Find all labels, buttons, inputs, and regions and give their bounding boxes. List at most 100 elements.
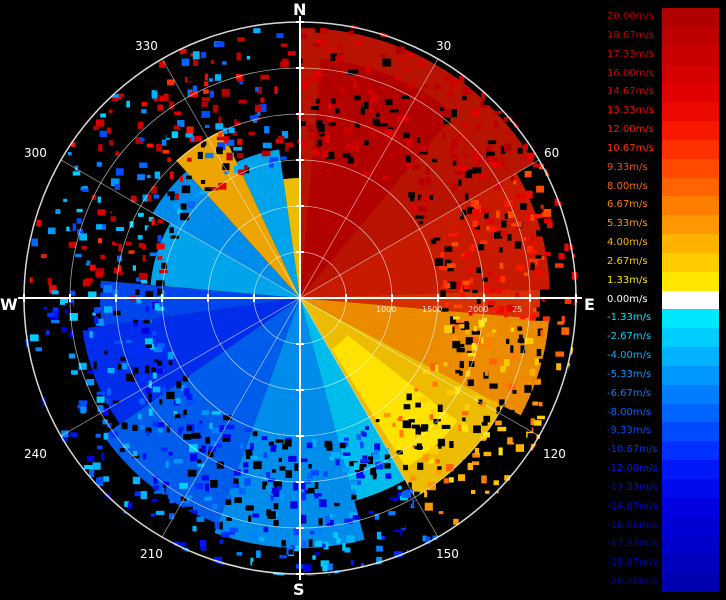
velocity-pixel (432, 485, 440, 494)
velocity-pixel (396, 444, 400, 448)
velocity-pixel (532, 401, 539, 406)
colorbar-entry: -10.67m/s (607, 441, 719, 461)
velocity-pixel (374, 443, 381, 451)
radar-velocity-plot[interactable]: 1000 1500 2000 25 (0, 0, 602, 600)
velocity-pixel (390, 153, 395, 159)
velocity-pixel (70, 223, 77, 231)
velocity-pixel (100, 452, 105, 461)
bearing-label-240: 240 (24, 447, 47, 461)
velocity-pixel (533, 423, 543, 432)
velocity-pixel (273, 520, 279, 527)
velocity-pixel (324, 563, 333, 571)
colorbar-swatch (662, 309, 719, 329)
velocity-pixel (154, 303, 160, 311)
velocity-pixel (123, 132, 131, 137)
velocity-pixel (384, 129, 393, 137)
velocity-pixel (69, 222, 73, 231)
velocity-pixel (461, 321, 469, 329)
velocity-pixel (91, 305, 95, 314)
velocity-pixel (225, 498, 232, 506)
velocity-pixel (294, 463, 299, 471)
velocity-pixel (293, 527, 302, 536)
velocity-pixel (302, 540, 307, 549)
velocity-pixel (95, 476, 104, 484)
velocity-pixel (372, 454, 380, 460)
velocity-pixel (424, 502, 433, 511)
velocity-pixel (186, 425, 192, 431)
velocity-pixel (156, 137, 165, 142)
velocity-pixel (221, 88, 230, 97)
velocity-pixel (543, 359, 552, 368)
velocity-pixel (300, 81, 310, 89)
velocity-pixel (292, 147, 296, 155)
velocity-pixel (111, 203, 120, 210)
velocity-pixel (142, 194, 148, 202)
velocity-pixel (368, 510, 375, 515)
velocity-pixel (118, 363, 128, 370)
colorbar-entry: 17.33m/s (607, 45, 719, 65)
velocity-pixel (144, 194, 152, 202)
velocity-pixel (397, 115, 406, 123)
velocity-pixel (139, 376, 148, 383)
velocity-pixel (64, 163, 70, 168)
velocity-pixel (422, 369, 431, 375)
velocity-pixel (462, 459, 468, 467)
colorbar-label: -14.67m/s (607, 500, 658, 512)
velocity-pixel (132, 454, 140, 459)
velocity-pixel (179, 48, 187, 53)
velocity-pixel (95, 433, 101, 438)
velocity-pixel (69, 312, 78, 321)
velocity-pixel (277, 573, 285, 576)
velocity-pixel (346, 535, 355, 543)
velocity-pixel (186, 126, 194, 134)
velocity-pixel (446, 263, 456, 268)
velocity-pixel (569, 365, 574, 373)
velocity-pixel (393, 531, 400, 536)
velocity-pixel (510, 327, 514, 332)
velocity-pixel (107, 367, 115, 374)
velocity-pixel (391, 411, 399, 418)
velocity-pixel (263, 452, 268, 459)
radar-ppi-display[interactable]: 1000 1500 2000 25 N S W E 30 60 120 150 210… (0, 0, 602, 600)
velocity-pixel (397, 485, 402, 490)
velocity-pixel (156, 421, 165, 428)
velocity-pixel (236, 52, 241, 61)
velocity-pixel (444, 282, 451, 289)
velocity-pixel (190, 53, 194, 57)
velocity-pixel (54, 328, 64, 333)
velocity-pixel (176, 229, 180, 235)
velocity-pixel (127, 181, 131, 186)
velocity-pixel (271, 444, 277, 449)
velocity-pixel (494, 287, 503, 294)
velocity-pixel (462, 417, 466, 422)
velocity-pixel (500, 159, 506, 166)
velocity-pixel (145, 344, 152, 349)
velocity-pixel (573, 346, 578, 350)
velocity-pixel (223, 136, 229, 142)
velocity-pixel (318, 518, 323, 526)
velocity-pixel (212, 104, 219, 113)
velocity-pixel (216, 146, 223, 155)
velocity-pixel (69, 290, 76, 296)
velocity-pixel (218, 116, 222, 124)
velocity-pixel (557, 321, 564, 325)
velocity-pixel (243, 468, 249, 474)
velocity-pixel (473, 151, 482, 160)
velocity-pixel (222, 415, 232, 421)
velocity-pixel (468, 309, 473, 316)
velocity-pixel (222, 61, 227, 65)
velocity-pixel (457, 157, 461, 166)
velocity-pixel (204, 483, 209, 492)
velocity-pixel (496, 275, 504, 283)
velocity-pixel (322, 150, 329, 158)
velocity-pixel (467, 352, 476, 357)
velocity-pixel (244, 478, 251, 486)
velocity-pixel (200, 539, 207, 547)
velocity-pixel (117, 363, 122, 370)
colorbar-entry: -14.67m/s (607, 497, 719, 517)
velocity-pixel (82, 317, 88, 322)
velocity-pixel (80, 406, 86, 414)
velocity-pixel (307, 487, 315, 494)
velocity-pixel (448, 90, 454, 98)
velocity-pixel (336, 538, 341, 544)
